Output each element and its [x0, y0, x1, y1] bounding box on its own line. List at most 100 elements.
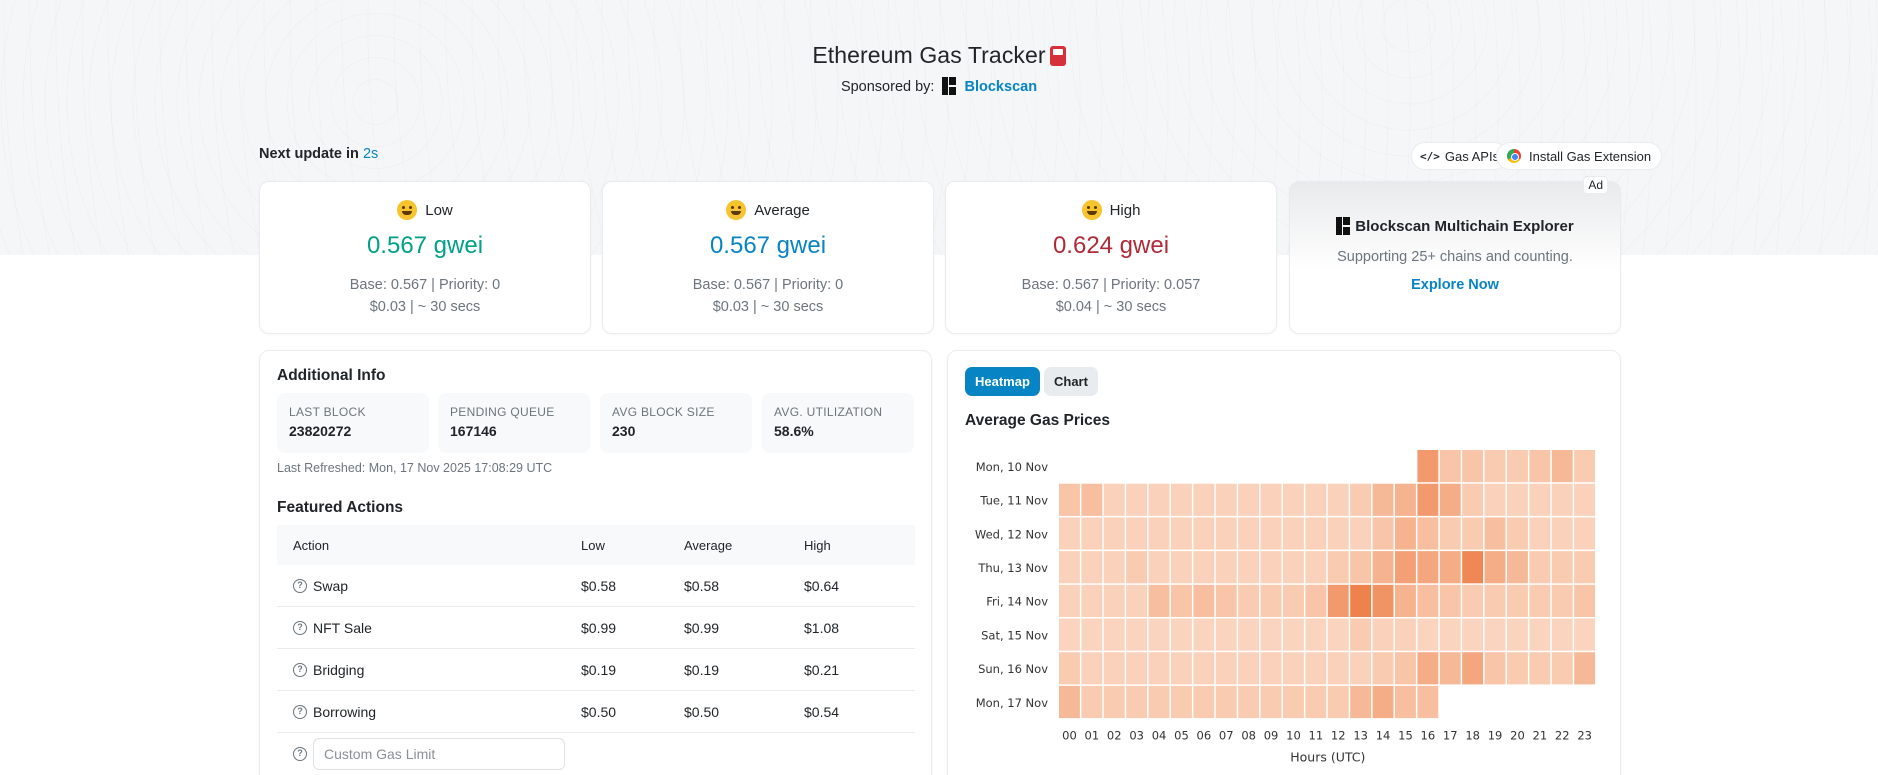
- heatmap-cell[interactable]: [1372, 652, 1394, 685]
- heatmap-cell[interactable]: [1327, 517, 1349, 550]
- heatmap-cell[interactable]: [1372, 483, 1394, 516]
- heatmap-cell[interactable]: [1372, 551, 1394, 584]
- heatmap-cell[interactable]: [1193, 584, 1215, 617]
- heatmap-cell[interactable]: [1059, 551, 1080, 584]
- heatmap-cell[interactable]: [1193, 483, 1215, 516]
- gas-apis-button[interactable]: </> Gas APIs: [1411, 142, 1509, 170]
- heatmap-cell[interactable]: [1417, 483, 1439, 516]
- heatmap-cell[interactable]: [1148, 584, 1170, 617]
- heatmap-cell[interactable]: [1395, 517, 1416, 550]
- heatmap-cell[interactable]: [1417, 618, 1439, 651]
- heatmap-cell[interactable]: [1350, 551, 1372, 584]
- heatmap-cell[interactable]: [1305, 584, 1327, 617]
- heatmap-cell[interactable]: [1059, 685, 1080, 719]
- heatmap-cell[interactable]: [1215, 685, 1237, 719]
- heatmap-cell[interactable]: [1260, 517, 1282, 550]
- heatmap-cell[interactable]: [1193, 652, 1215, 685]
- heatmap-cell[interactable]: [1260, 584, 1282, 617]
- heatmap-cell[interactable]: [1327, 685, 1349, 719]
- heatmap-cell[interactable]: [1103, 685, 1125, 719]
- tab-chart[interactable]: Chart: [1044, 367, 1098, 396]
- heatmap-cell[interactable]: [1215, 517, 1237, 550]
- heatmap-cell[interactable]: [1260, 483, 1282, 516]
- heatmap-cell[interactable]: [1238, 517, 1260, 550]
- heatmap-cell[interactable]: [1260, 685, 1282, 719]
- heatmap-cell[interactable]: [1484, 551, 1506, 584]
- heatmap-cell[interactable]: [1507, 551, 1528, 584]
- heatmap-cell[interactable]: [1283, 483, 1304, 516]
- heatmap-cell[interactable]: [1171, 652, 1192, 685]
- heatmap-cell[interactable]: [1059, 618, 1080, 651]
- heatmap-cell[interactable]: [1529, 450, 1551, 483]
- heatmap-cell[interactable]: [1350, 652, 1372, 685]
- heatmap-cell[interactable]: [1327, 551, 1349, 584]
- heatmap-cell[interactable]: [1551, 450, 1573, 483]
- heatmap-cell[interactable]: [1148, 685, 1170, 719]
- heatmap-cell[interactable]: [1462, 517, 1484, 550]
- heatmap-cell[interactable]: [1551, 618, 1573, 651]
- heatmap-cell[interactable]: [1417, 517, 1439, 550]
- heatmap-cell[interactable]: [1327, 652, 1349, 685]
- heatmap-cell[interactable]: [1529, 618, 1551, 651]
- heatmap-cell[interactable]: [1283, 618, 1304, 651]
- heatmap-cell[interactable]: [1215, 584, 1237, 617]
- heatmap-cell[interactable]: [1350, 483, 1372, 516]
- heatmap-cell[interactable]: [1507, 584, 1528, 617]
- heatmap-cell[interactable]: [1283, 685, 1304, 719]
- heatmap-cell[interactable]: [1439, 483, 1461, 516]
- heatmap-cell[interactable]: [1551, 652, 1573, 685]
- question-icon[interactable]: ?: [293, 662, 307, 677]
- tab-heatmap[interactable]: Heatmap: [965, 367, 1040, 396]
- heatmap-cell[interactable]: [1148, 551, 1170, 584]
- heatmap-cell[interactable]: [1081, 551, 1103, 584]
- heatmap-cell[interactable]: [1126, 685, 1148, 719]
- heatmap-cell[interactable]: [1484, 584, 1506, 617]
- heatmap-cell[interactable]: [1148, 618, 1170, 651]
- heatmap-cell[interactable]: [1305, 551, 1327, 584]
- heatmap-cell[interactable]: [1305, 517, 1327, 550]
- heatmap-cell[interactable]: [1327, 618, 1349, 651]
- heatmap-cell[interactable]: [1439, 517, 1461, 550]
- heatmap-cell[interactable]: [1484, 450, 1506, 483]
- heatmap-cell[interactable]: [1462, 618, 1484, 651]
- heatmap-cell[interactable]: [1193, 685, 1215, 719]
- heatmap-cell[interactable]: [1551, 584, 1573, 617]
- heatmap-cell[interactable]: [1059, 483, 1080, 516]
- heatmap-cell[interactable]: [1103, 517, 1125, 550]
- heatmap-cell[interactable]: [1395, 685, 1416, 719]
- heatmap-cell[interactable]: [1439, 652, 1461, 685]
- ad-explore-link[interactable]: Explore Now: [1411, 277, 1499, 293]
- heatmap-cell[interactable]: [1350, 517, 1372, 550]
- heatmap-cell[interactable]: [1081, 517, 1103, 550]
- heatmap-cell[interactable]: [1103, 584, 1125, 617]
- heatmap-cell[interactable]: [1551, 483, 1573, 516]
- heatmap-cell[interactable]: [1484, 517, 1506, 550]
- heatmap-cell[interactable]: [1126, 584, 1148, 617]
- heatmap-cell[interactable]: [1507, 652, 1528, 685]
- heatmap-cell[interactable]: [1059, 517, 1080, 550]
- heatmap-cell[interactable]: [1215, 551, 1237, 584]
- heatmap-cell[interactable]: [1350, 685, 1372, 719]
- heatmap-cell[interactable]: [1148, 483, 1170, 516]
- heatmap-cell[interactable]: [1215, 618, 1237, 651]
- heatmap-cell[interactable]: [1126, 551, 1148, 584]
- heatmap-cell[interactable]: [1439, 450, 1461, 483]
- heatmap-cell[interactable]: [1283, 551, 1304, 584]
- heatmap-cell[interactable]: [1238, 584, 1260, 617]
- heatmap-cell[interactable]: [1350, 618, 1372, 651]
- heatmap-cell[interactable]: [1462, 450, 1484, 483]
- heatmap-cell[interactable]: [1395, 652, 1416, 685]
- heatmap-cell[interactable]: [1417, 685, 1439, 719]
- heatmap-cell[interactable]: [1148, 652, 1170, 685]
- heatmap-cell[interactable]: [1574, 483, 1596, 516]
- question-icon[interactable]: ?: [293, 747, 307, 761]
- heatmap-cell[interactable]: [1305, 483, 1327, 516]
- heatmap-cell[interactable]: [1417, 551, 1439, 584]
- heatmap-cell[interactable]: [1081, 685, 1103, 719]
- heatmap-cell[interactable]: [1126, 618, 1148, 651]
- heatmap-cell[interactable]: [1350, 584, 1372, 617]
- heatmap-cell[interactable]: [1439, 618, 1461, 651]
- heatmap-cell[interactable]: [1484, 483, 1506, 516]
- heatmap-cell[interactable]: [1462, 584, 1484, 617]
- heatmap-cell[interactable]: [1305, 652, 1327, 685]
